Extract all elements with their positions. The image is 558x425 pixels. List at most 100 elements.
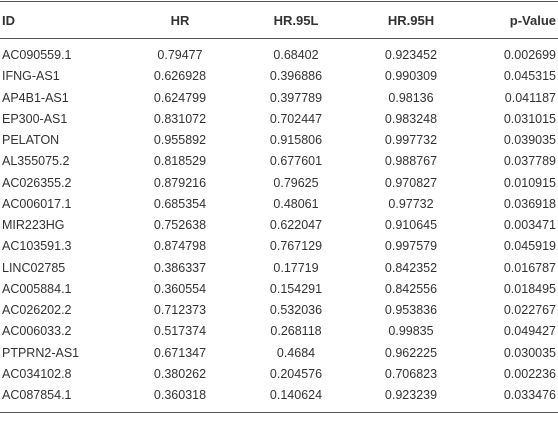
table-cell: 0.970827 — [384, 175, 438, 190]
table-cell: 0.99835 — [388, 324, 434, 339]
table-cell: 0.002699 — [503, 48, 556, 63]
table-row: AL355075.2 0.818529 0.677601 0.988767 0.0377… — [0, 151, 558, 172]
header-cell: HR.95H — [352, 1, 470, 39]
table-cell: 0.036918 — [503, 196, 556, 211]
table-row: AC006017.1 0.685354 0.48061 0.97732 0.036918 — [0, 194, 558, 215]
table-cell: AC034102.8 — [2, 366, 72, 381]
table-row: PELATON 0.955892 0.915806 0.997732 0.039035 — [0, 130, 558, 151]
table-body: AC090559.1 0.79477 0.68402 0.923452 0.002699… — [0, 39, 558, 414]
table-cell: 0.360554 — [153, 281, 207, 296]
table-cell: 0.022767 — [503, 303, 556, 318]
table-row: PTPRN2-AS1 0.671347 0.4684 0.962225 0.030035 — [0, 343, 558, 364]
table-row: IFNG-AS1 0.626928 0.396886 0.990309 0.045315 — [0, 66, 558, 87]
table-cell: 0.677601 — [269, 154, 323, 169]
table-cell: 0.915806 — [269, 133, 323, 148]
table-cell: 0.831072 — [153, 111, 207, 126]
table-row: LINC02785 0.386337 0.17719 0.842352 0.016787 — [0, 258, 558, 279]
table-cell: 0.396886 — [269, 69, 323, 84]
table-cell: 0.049427 — [503, 324, 556, 339]
table-cell: 0.517374 — [153, 324, 207, 339]
table-cell: AC006017.1 — [2, 196, 72, 211]
table-cell: 0.154291 — [269, 281, 323, 296]
table-cell: 0.045919 — [503, 239, 556, 254]
header-cell: HR — [120, 1, 240, 39]
table-cell: 0.386337 — [153, 260, 207, 275]
table-cell: 0.983248 — [384, 111, 438, 126]
table-cell: 0.140624 — [240, 385, 352, 414]
table-cell: 0.706823 — [384, 366, 438, 381]
table-cell: 0.532036 — [269, 303, 323, 318]
table-cell: 0.879216 — [153, 175, 207, 190]
table-cell: 0.033476 — [470, 385, 558, 414]
table-cell: 0.685354 — [153, 196, 207, 211]
table-row: AC026202.2 0.712373 0.532036 0.953836 0.0227… — [0, 300, 558, 321]
table-cell: AC006033.2 — [2, 324, 72, 339]
table-row: AC006033.2 0.517374 0.268118 0.99835 0.04942… — [0, 321, 558, 342]
table-cell: 0.204576 — [269, 366, 323, 381]
table-cell: 0.397789 — [269, 90, 323, 105]
table-cell: 0.68402 — [273, 48, 319, 63]
table-cell: 0.624799 — [153, 90, 207, 105]
table-cell: 0.622047 — [269, 218, 323, 233]
table-row: AC087854.1 0.360318 0.140624 0.923239 0.0334… — [0, 385, 558, 414]
table-cell: 0.910645 — [384, 218, 438, 233]
table-cell: 0.380262 — [153, 366, 207, 381]
table-cell: AC087854.1 — [0, 385, 120, 414]
table-cell: 0.003471 — [503, 218, 556, 233]
header-cell: HR.95L — [240, 1, 352, 39]
table-cell: 0.955892 — [153, 133, 207, 148]
table-cell: 0.818529 — [153, 154, 207, 169]
table-row: AC034102.8 0.380262 0.204576 0.706823 0.0022… — [0, 364, 558, 385]
table-cell: 0.997732 — [384, 133, 438, 148]
data-table: ID HR HR.95L HR.95H p-Value AC090559.1 0.7947… — [0, 1, 558, 414]
table-cell: PELATON — [2, 133, 60, 148]
table-cell: 0.923239 — [352, 385, 470, 414]
table-cell: AP4B1-AS1 — [2, 90, 69, 105]
table-cell: 0.030035 — [503, 345, 556, 360]
table-cell: AC103591.3 — [2, 239, 72, 254]
table-cell: 0.997579 — [384, 239, 438, 254]
table-cell: AL355075.2 — [2, 154, 70, 169]
table-cell: 0.752638 — [153, 218, 207, 233]
table-row: EP300-AS1 0.831072 0.702447 0.983248 0.03101… — [0, 109, 558, 130]
header-cell: ID — [0, 1, 120, 39]
table-cell: 0.962225 — [384, 345, 438, 360]
table-cell: 0.268118 — [270, 324, 322, 339]
table-cell: 0.97732 — [388, 196, 434, 211]
table-cell: 0.002236 — [503, 366, 556, 381]
table-cell: 0.671347 — [153, 345, 207, 360]
table-row: AC005884.1 0.360554 0.154291 0.842556 0.0184… — [0, 279, 558, 300]
table-cell: 0.037789 — [503, 154, 556, 169]
table-cell: 0.018495 — [503, 281, 556, 296]
table-cell: AC005884.1 — [2, 281, 72, 296]
table-cell: AC026202.2 — [2, 303, 72, 318]
table-row: MIR223HG 0.752638 0.622047 0.910645 0.003471 — [0, 215, 558, 236]
table-cell: 0.010915 — [503, 175, 556, 190]
table-row: AC090559.1 0.79477 0.68402 0.923452 0.002699 — [0, 39, 558, 67]
table-row: AP4B1-AS1 0.624799 0.397789 0.98136 0.041187 — [0, 88, 558, 109]
table-cell: PTPRN2-AS1 — [2, 345, 80, 360]
table-row: AC026355.2 0.879216 0.79625 0.970827 0.01091… — [0, 173, 558, 194]
table-cell: 0.98136 — [388, 90, 434, 105]
table-cell: 0.045315 — [503, 69, 556, 84]
table-cell: 0.842556 — [384, 281, 438, 296]
table-cell: 0.79625 — [273, 175, 319, 190]
table-cell: 0.874798 — [153, 239, 207, 254]
table-cell: 0.016787 — [503, 260, 556, 275]
table-cell: 0.041187 — [504, 90, 556, 105]
table-cell: 0.842352 — [384, 260, 438, 275]
table-cell: LINC02785 — [2, 260, 66, 275]
table-cell: 0.990309 — [384, 69, 438, 84]
table-cell: 0.4684 — [276, 345, 316, 360]
table-cell: 0.923452 — [384, 48, 438, 63]
table-cell: AC090559.1 — [2, 48, 72, 63]
table-cell: 0.702447 — [269, 111, 323, 126]
table-cell: 0.031015 — [503, 111, 556, 126]
table-cell: 0.712373 — [153, 303, 207, 318]
header-cell: p-Value — [470, 1, 558, 39]
table-cell: 0.953836 — [384, 303, 438, 318]
header-row: ID HR HR.95L HR.95H p-Value — [0, 1, 558, 39]
table-cell: AC026355.2 — [2, 175, 72, 190]
table-cell: 0.626928 — [153, 69, 207, 84]
